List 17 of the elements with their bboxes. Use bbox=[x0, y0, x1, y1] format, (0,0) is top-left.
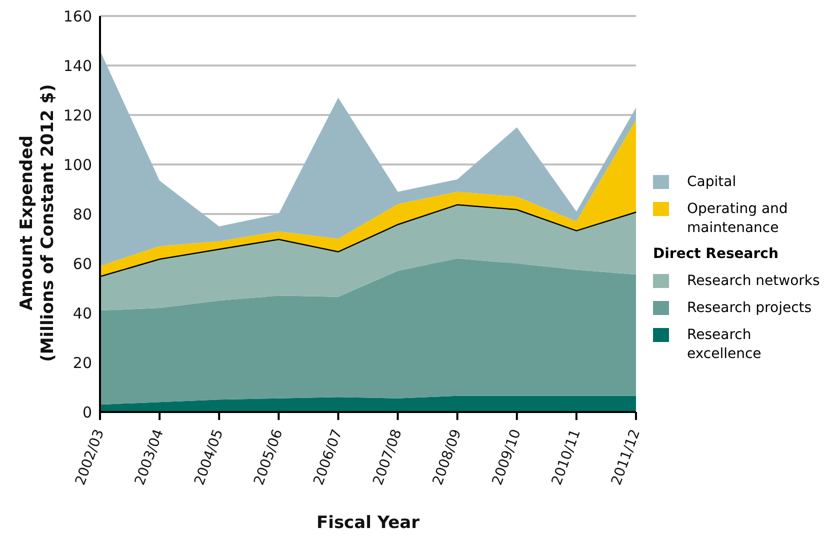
y-axis-title: Amount Expended (Millions of Constant 2012 $) bbox=[17, 84, 58, 362]
text: Direct Research bbox=[653, 246, 780, 262]
y-tick-label: 140 bbox=[63, 56, 92, 75]
x-axis-title: Fiscal Year bbox=[316, 513, 420, 533]
legend-label: Capital bbox=[687, 173, 738, 192]
y-tick-label: 40 bbox=[72, 304, 92, 322]
legend-label: Research excellence bbox=[687, 326, 762, 364]
y-tick-label: 100 bbox=[63, 156, 92, 174]
y-tick-label: 80 bbox=[72, 205, 92, 224]
legend-label: Operating and maintenance bbox=[687, 200, 789, 238]
y-tick-label: 160 bbox=[63, 7, 92, 26]
y-tick-label: 120 bbox=[63, 106, 92, 124]
legend-label: Research projects bbox=[687, 299, 813, 318]
y-tick-label: 20 bbox=[72, 354, 92, 372]
y-tick-label: 0 bbox=[82, 403, 92, 422]
legend-label: Research networks bbox=[687, 272, 821, 291]
y-tick-label: 60 bbox=[72, 254, 92, 273]
